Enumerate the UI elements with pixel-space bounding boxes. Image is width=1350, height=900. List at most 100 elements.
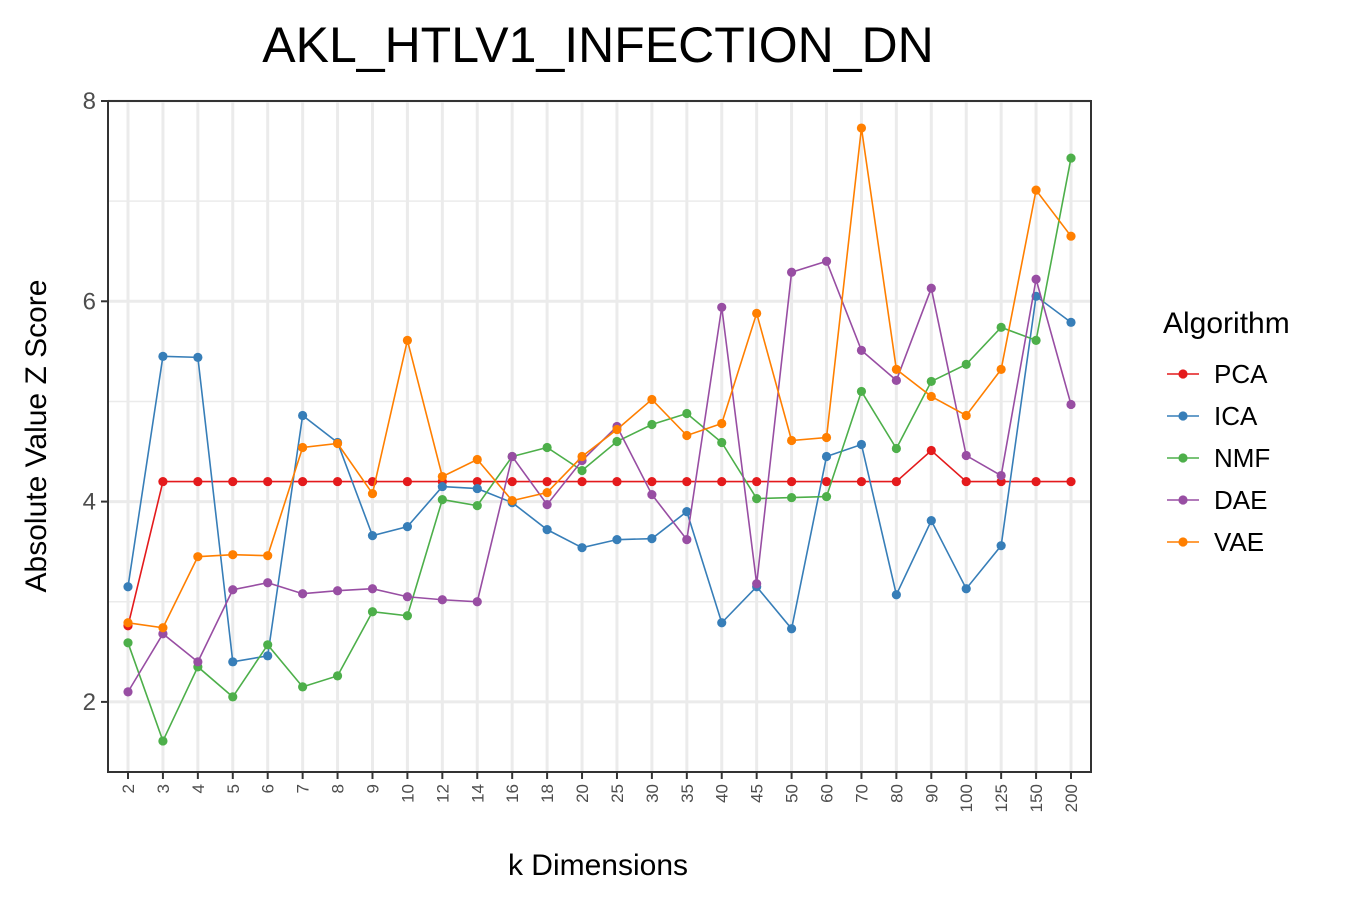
- data-point-vae: [402, 335, 413, 345]
- data-point-vae: [332, 438, 343, 449]
- data-point-pca: [472, 476, 482, 487]
- data-point-ica: [263, 651, 273, 661]
- data-point-ica: [298, 410, 308, 421]
- data-point-dae: [332, 586, 343, 596]
- data-point-nmf: [717, 437, 727, 448]
- series-line-nmf: [127, 157, 1072, 744]
- data-point-ica: [123, 582, 133, 592]
- x-axis: 2 3 4 5 6 7 8 9 10 12 14 16 18 20 25 30 35 40 45 50 60 70 80 90…: [119, 772, 1081, 812]
- data-point-vae: [926, 391, 936, 402]
- x-tick-label: 5: [224, 784, 243, 793]
- data-point-pca: [682, 476, 692, 487]
- data-point-dae: [717, 302, 727, 312]
- x-tick-label: 6: [259, 784, 278, 793]
- data-point-ica: [612, 535, 622, 545]
- data-point-dae: [682, 535, 692, 545]
- data-point-pca: [752, 476, 762, 487]
- data-point-ica: [682, 507, 692, 517]
- data-point-pca: [263, 476, 273, 487]
- data-point-ica: [891, 590, 901, 600]
- data-point-nmf: [298, 682, 308, 692]
- data-point-pca: [786, 476, 797, 487]
- data-point-dae: [786, 267, 797, 277]
- data-point-vae: [752, 308, 762, 318]
- x-tick-label: 9: [363, 784, 382, 793]
- x-tick-label: 14: [468, 784, 487, 803]
- x-axis-title: k Dimensions: [508, 849, 688, 882]
- data-point-ica: [996, 541, 1006, 551]
- data-point-vae: [193, 552, 203, 562]
- data-point-dae: [123, 687, 133, 697]
- x-tick-label: 3: [154, 784, 173, 793]
- data-point-ica: [856, 439, 867, 450]
- data-point-dae: [263, 578, 273, 588]
- data-point-dae: [647, 489, 657, 500]
- x-tick-label: 25: [608, 784, 627, 803]
- x-tick-label: 35: [678, 784, 697, 803]
- data-point-pca: [158, 476, 168, 487]
- data-point-ica: [228, 657, 238, 667]
- series-line-ica: [127, 294, 1072, 663]
- data-point-nmf: [752, 493, 762, 504]
- data-point-nmf: [891, 443, 901, 454]
- legend-label-dae: DAE: [1214, 485, 1267, 515]
- grid: [108, 99, 1091, 772]
- data-point-ica: [1066, 317, 1076, 327]
- data-point-dae: [542, 500, 552, 510]
- data-point-ica: [542, 525, 552, 535]
- y-axis: 2 4 6 8: [83, 88, 108, 716]
- data-point-dae: [193, 657, 203, 667]
- y-tick-label: 2: [83, 689, 96, 716]
- data-point-dae: [996, 470, 1006, 481]
- legend-item-dae: DAE: [1167, 485, 1267, 515]
- x-tick-label: 125: [992, 784, 1011, 812]
- x-tick-label: 150: [1027, 784, 1046, 812]
- legend-key-point-pca: [1178, 369, 1188, 379]
- data-point-vae: [228, 550, 238, 560]
- x-tick-label: 30: [643, 784, 662, 803]
- data-point-pca: [577, 476, 587, 487]
- data-point-vae: [856, 123, 867, 133]
- x-tick-label: 40: [713, 784, 732, 803]
- data-point-vae: [786, 435, 797, 446]
- data-point-nmf: [577, 465, 587, 476]
- data-point-vae: [717, 418, 727, 429]
- x-tick-label: 90: [922, 784, 941, 803]
- series-dae: [123, 256, 1076, 697]
- series-line-dae: [127, 260, 1072, 693]
- legend-title: Algorithm: [1163, 307, 1290, 340]
- data-point-nmf: [856, 386, 867, 397]
- data-point-nmf: [228, 692, 238, 702]
- data-point-ica: [961, 584, 971, 594]
- data-point-dae: [891, 375, 901, 386]
- x-tick-label: 2: [119, 784, 138, 793]
- x-tick-label: 80: [887, 784, 906, 803]
- chart-title: AKL_HTLV1_INFECTION_DN: [262, 17, 933, 73]
- data-point-nmf: [263, 640, 273, 650]
- data-point-vae: [263, 551, 273, 561]
- plot-panel-border: [107, 100, 1092, 773]
- data-point-vae: [647, 394, 657, 405]
- data-point-ica: [821, 451, 832, 462]
- data-point-nmf: [682, 408, 692, 419]
- data-point-pca: [542, 476, 552, 487]
- data-point-ica: [367, 531, 378, 541]
- data-point-nmf: [472, 501, 482, 511]
- data-point-ica: [647, 534, 657, 544]
- data-point-vae: [367, 488, 378, 499]
- data-point-nmf: [437, 494, 447, 505]
- data-point-nmf: [542, 442, 552, 453]
- data-point-nmf: [367, 607, 378, 617]
- data-point-dae: [367, 584, 378, 594]
- data-point-vae: [1031, 185, 1041, 195]
- data-point-vae: [612, 424, 622, 435]
- legend-item-vae: VAE: [1167, 527, 1264, 557]
- data-point-ica: [193, 352, 203, 362]
- series-line-pca: [127, 449, 1071, 626]
- series-vae: [123, 123, 1076, 633]
- x-tick-label: 12: [433, 784, 452, 803]
- x-tick-label: 10: [398, 784, 417, 803]
- data-point-pca: [193, 476, 203, 487]
- legend-item-ica: ICA: [1167, 401, 1258, 431]
- data-point-nmf: [332, 671, 343, 681]
